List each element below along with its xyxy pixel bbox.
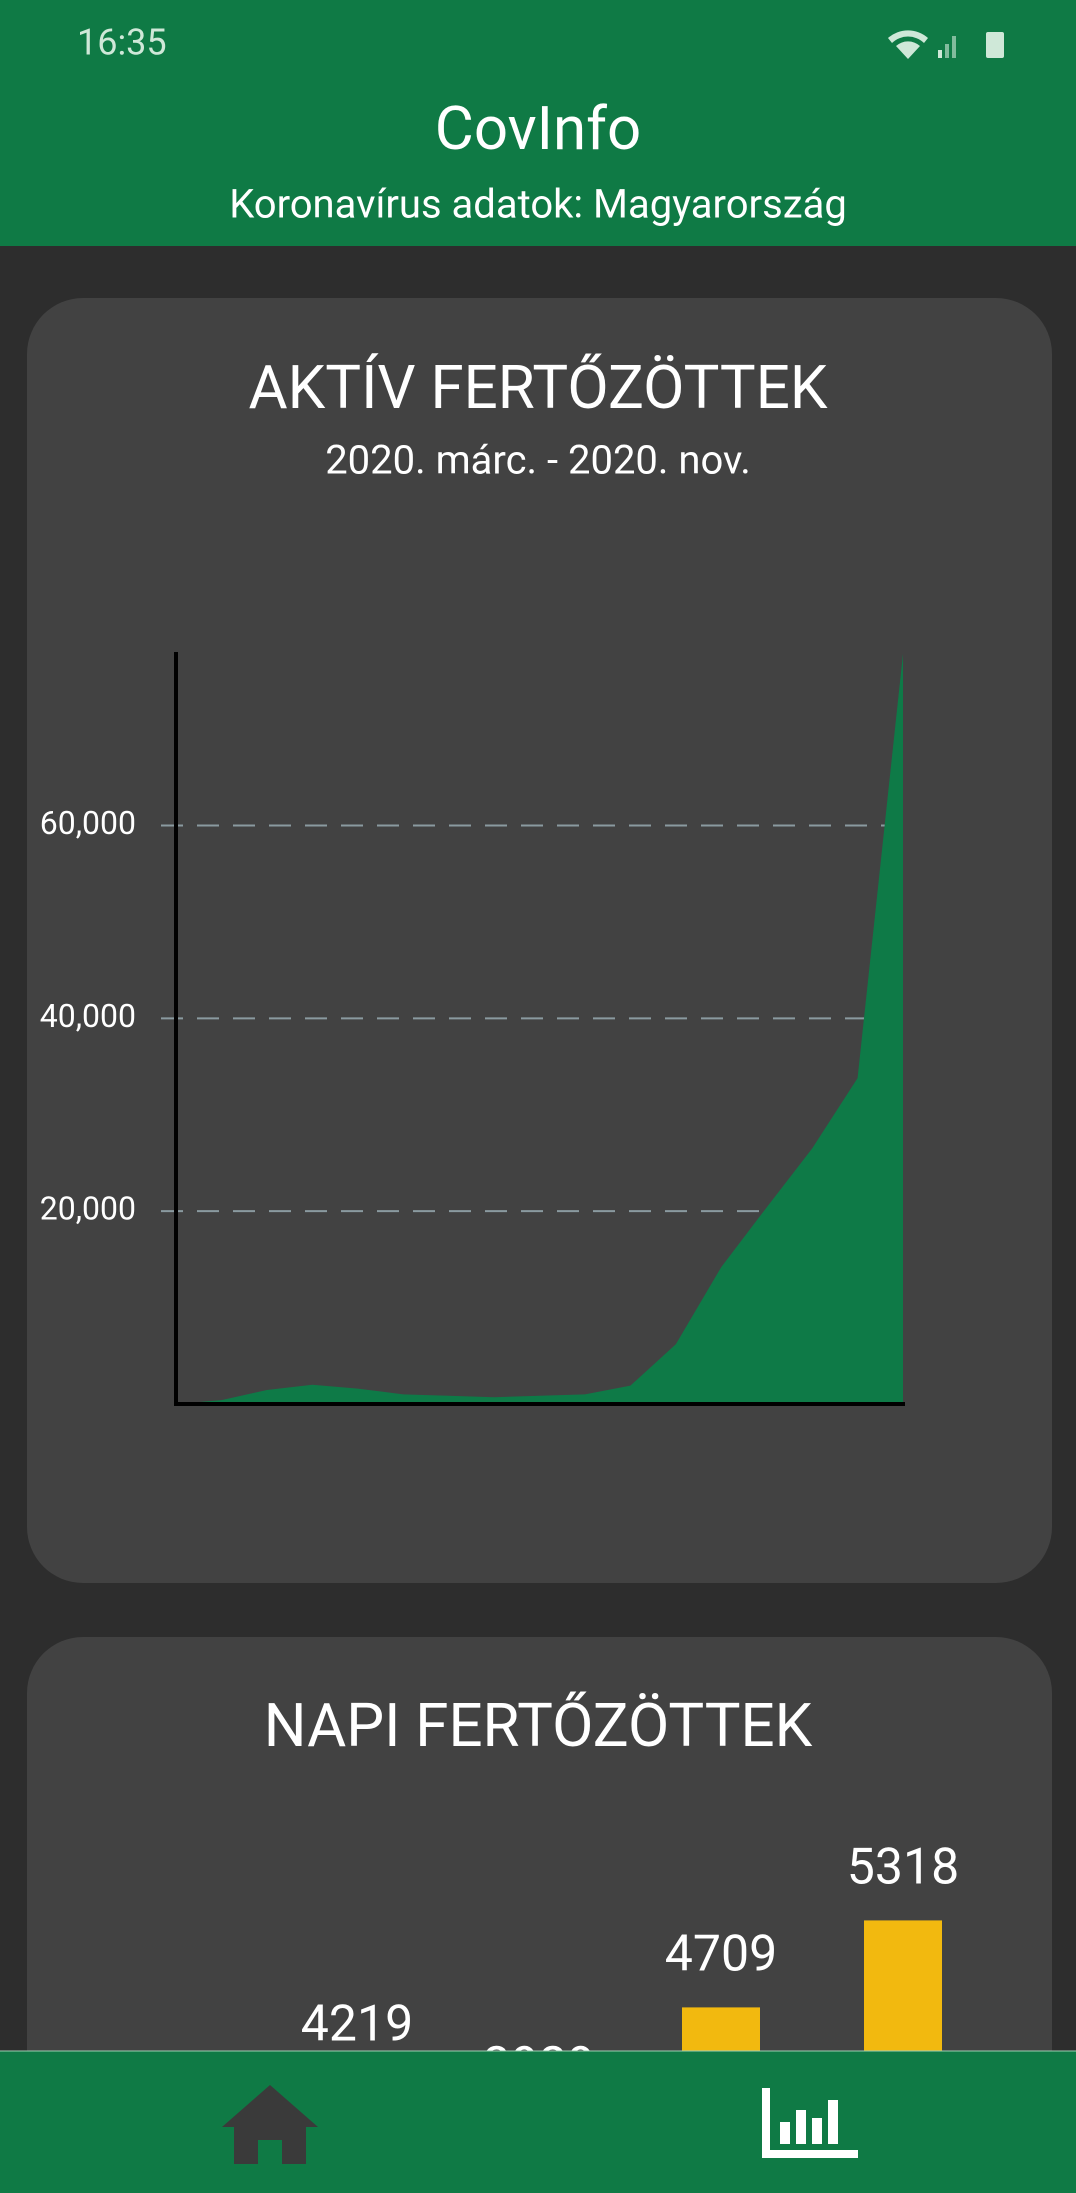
chart-title: NAPI FERTŐZÖTTEK: [264, 1690, 813, 1761]
bar-value-label: 4219: [301, 1996, 413, 2054]
stats-icon: [780, 2122, 790, 2144]
y-tick-label: 20,000: [40, 1190, 136, 1228]
battery-icon: [986, 32, 1004, 58]
stats-button[interactable]: [762, 2088, 858, 2158]
y-tick-label: 60,000: [40, 804, 136, 842]
y-tick-label: 40,000: [40, 997, 136, 1035]
stats-icon: [762, 2088, 770, 2158]
signal-icon: [938, 50, 942, 58]
stats-icon: [762, 2150, 858, 2158]
app-header: [0, 0, 1076, 246]
active-chart: AKTÍV FERTŐZÖTTEK 2020. márc. - 2020. nov…: [40, 352, 905, 1406]
bar-value-label: 4709: [665, 1926, 777, 1984]
bar-value-label: 5318: [847, 1839, 959, 1897]
chart-subtitle: 2020. márc. - 2020. nov.: [325, 437, 751, 484]
wifi-icon: [888, 30, 928, 59]
home-button[interactable]: [222, 2085, 318, 2164]
stats-icon: [812, 2118, 822, 2144]
app-subtitle: Koronavírus adatok: Magyarország: [229, 181, 847, 228]
stats-icon: [796, 2110, 806, 2144]
stats-icon: [828, 2100, 838, 2144]
home-icon: [222, 2085, 318, 2164]
area: [176, 653, 903, 1404]
signal-icon: [945, 44, 949, 58]
signal-icon: [952, 36, 956, 58]
status-time: 16:35: [77, 22, 167, 64]
chart-title: AKTÍV FERTŐZÖTTEK: [249, 352, 828, 423]
status-icons: [888, 30, 1004, 59]
app-title: CovInfo: [435, 93, 641, 164]
bottom-nav: [0, 2051, 1076, 2193]
